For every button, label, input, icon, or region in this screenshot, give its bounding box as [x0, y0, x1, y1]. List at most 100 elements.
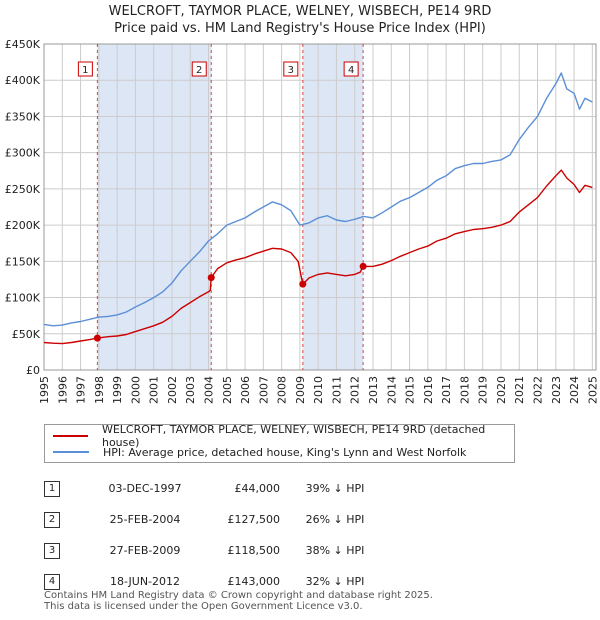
sale-marker-label: 4 — [348, 65, 354, 76]
sale-marker-box — [343, 61, 359, 77]
sale-marker-label: 3 — [288, 65, 294, 76]
sale-point — [299, 280, 307, 288]
sale-price: £127,500 — [227, 513, 281, 526]
sale-date: 18-JUN-2012 — [109, 575, 181, 588]
y-axis-ticks: £0 £50K £100K £150K £200K £250K £300K £350K £400… — [5, 38, 41, 377]
y-tick-label: £0 — [26, 364, 40, 377]
y-tick-label: £450K — [5, 38, 41, 51]
x-tick-label: 2006 — [239, 376, 252, 404]
y-tick-label: £350K — [5, 110, 41, 123]
x-tick-label: 2002 — [166, 376, 179, 404]
x-tick-label: 2005 — [221, 376, 234, 404]
sale-marker-boxes: 1 2 3 4 — [77, 61, 359, 77]
x-tick-label: 1995 — [38, 376, 51, 404]
shaded-range — [302, 44, 364, 370]
x-tick-label: 2003 — [184, 376, 197, 404]
x-tick-label: 1998 — [93, 376, 106, 404]
x-tick-label: 1999 — [111, 376, 124, 404]
table-row: 3 27-FEB-2009 £118,500 38% ↓ HPI — [40, 535, 390, 566]
x-tick-label: 2018 — [458, 376, 471, 404]
legend-label-property: WELCROFT, TAYMOR PLACE, WELNEY, WISBECH,… — [101, 423, 486, 449]
sale-point — [359, 262, 367, 270]
legend-swatch-property — [53, 435, 88, 437]
sale-number: 2 — [44, 511, 60, 528]
legend-label-hpi: HPI: Average price, detached house, King… — [103, 445, 467, 459]
hpi-line — [43, 72, 593, 327]
sale-hpi-diff: 32% ↓ HPI — [305, 575, 365, 588]
x-tick-label: 2020 — [495, 376, 508, 404]
footer-copyright: Contains HM Land Registry data © Crown c… — [44, 590, 433, 601]
sale-hpi-diff: 38% ↓ HPI — [305, 544, 365, 557]
table-row: 1 03-DEC-1997 £44,000 39% ↓ HPI — [40, 473, 390, 504]
legend-swatch-hpi — [53, 451, 89, 453]
legend: WELCROFT, TAYMOR PLACE, WELNEY, WISBECH,… — [44, 423, 515, 463]
x-tick-label: 2015 — [404, 376, 417, 404]
sale-marker-lines — [96, 44, 364, 370]
x-tick-label: 2025 — [586, 376, 599, 404]
x-axis-ticks: 1995 1996 1997 1998 1999 2000 2001 2002 2003 2004… — [38, 376, 599, 404]
footer-licence: This data is licensed under the Open Gov… — [44, 601, 363, 612]
footer: Contains HM Land Registry data © Crown c… — [44, 590, 433, 612]
x-tick-label: 1997 — [75, 376, 88, 404]
x-tick-label: 2014 — [385, 376, 398, 404]
gridlines — [43, 43, 597, 371]
table-row: 2 25-FEB-2004 £127,500 26% ↓ HPI — [40, 504, 390, 535]
plot-frame — [43, 43, 597, 371]
x-tick-label: 2021 — [513, 376, 526, 404]
sale-marker-box — [283, 61, 299, 77]
legend-item-hpi: HPI: Average price, detached house, King… — [53, 444, 466, 460]
x-tick-label: 2013 — [367, 376, 380, 404]
x-tick-label: 2008 — [276, 376, 289, 404]
sale-hpi-diff: 26% ↓ HPI — [305, 513, 365, 526]
x-tick-label: 2023 — [550, 376, 563, 404]
sales-table: 1 03-DEC-1997 £44,000 39% ↓ HPI 2 25-FEB… — [40, 473, 390, 597]
sale-point — [207, 274, 215, 282]
x-tick-label: 2016 — [422, 376, 435, 404]
x-tick-label: 2012 — [349, 376, 362, 404]
sale-date: 27-FEB-2009 — [109, 544, 181, 557]
x-tick-label: 2009 — [294, 376, 307, 404]
x-tick-label: 1996 — [56, 376, 69, 404]
x-tick-label: 2024 — [568, 376, 581, 404]
y-tick-label: £50K — [12, 328, 41, 341]
sale-date: 03-DEC-1997 — [108, 482, 182, 495]
sale-marker-label: 2 — [196, 65, 202, 76]
y-tick-label: £300K — [5, 147, 41, 160]
sale-number: 4 — [44, 573, 60, 590]
series-lines — [43, 72, 593, 345]
sale-date: 25-FEB-2004 — [109, 513, 181, 526]
shaded-ranges — [97, 44, 364, 370]
sale-points — [93, 262, 367, 342]
property-price-line — [43, 169, 593, 345]
y-tick-label: £150K — [5, 255, 41, 268]
x-tick-label: 2001 — [148, 376, 161, 404]
y-tick-label: £200K — [5, 219, 41, 232]
sale-marker-box — [191, 61, 207, 77]
shaded-range — [97, 44, 212, 370]
x-tick-label: 2017 — [440, 376, 453, 404]
sale-price: £143,000 — [227, 575, 281, 588]
sale-marker-box — [77, 61, 93, 77]
chart-subtitle: Price paid vs. HM Land Registry's House … — [114, 21, 486, 36]
x-tick-label: 2011 — [330, 376, 343, 404]
y-tick-label: £250K — [5, 183, 41, 196]
y-tick-label: £100K — [5, 292, 41, 305]
x-tick-label: 2000 — [129, 376, 142, 404]
x-tick-label: 2004 — [203, 376, 216, 404]
table-row: 4 18-JUN-2012 £143,000 32% ↓ HPI — [40, 566, 390, 597]
sale-price: £118,500 — [227, 544, 281, 557]
legend-item-property: WELCROFT, TAYMOR PLACE, WELNEY, WISBECH,… — [53, 423, 514, 449]
sale-marker-label: 1 — [82, 65, 88, 76]
sale-price: £44,000 — [234, 482, 281, 495]
sale-number: 3 — [44, 542, 60, 559]
x-tick-label: 2019 — [477, 376, 490, 404]
chart-title: WELCROFT, TAYMOR PLACE, WELNEY, WISBECH,… — [108, 4, 492, 19]
x-tick-label: 2007 — [257, 376, 270, 404]
x-tick-label: 2010 — [312, 376, 325, 404]
y-tick-label: £400K — [5, 74, 41, 87]
sale-point — [93, 334, 101, 342]
x-tick-label: 2022 — [532, 376, 545, 404]
sale-number: 1 — [44, 480, 60, 497]
sale-hpi-diff: 39% ↓ HPI — [305, 482, 365, 495]
price-chart: 1 2 3 4 £0 £50K £100K £150K £200K £250K £300K £350… — [5, 38, 600, 404]
